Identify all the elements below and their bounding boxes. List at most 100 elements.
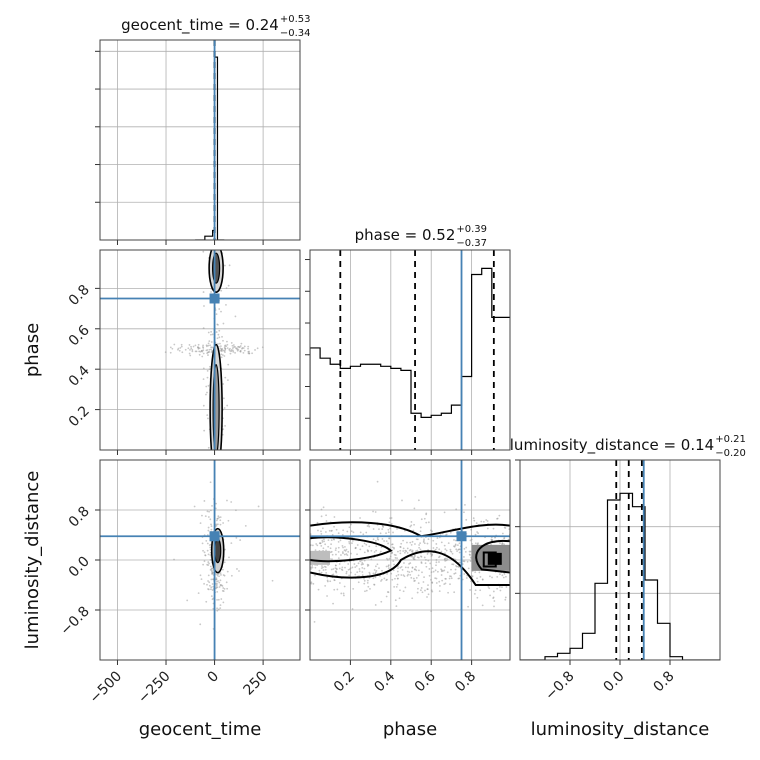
ld-phase-sample-point bbox=[438, 580, 441, 583]
ld-phase-sample-point bbox=[485, 519, 488, 521]
phase-geocent-sample-point bbox=[242, 347, 245, 350]
ld-geocent-sample-point bbox=[186, 599, 189, 602]
ld-phase-sample-point bbox=[409, 541, 412, 544]
ld-phase-sample-point bbox=[357, 562, 360, 565]
ld-phase-sample-point bbox=[458, 551, 461, 554]
ld-geocent-sample-point bbox=[221, 585, 224, 587]
ld-phase-sample-point bbox=[380, 600, 383, 603]
ld-geocent-sample-point bbox=[216, 517, 219, 520]
ld-phase-sample-point bbox=[325, 520, 328, 522]
phase-geocent-sample-point bbox=[240, 342, 243, 345]
ld-phase-sample-point bbox=[499, 542, 501, 544]
ld-phase-sample-point bbox=[391, 578, 394, 581]
ld-phase-sample-point bbox=[402, 550, 405, 552]
ld-geocent-sample-point bbox=[226, 499, 228, 502]
ld-phase-sample-point bbox=[331, 529, 333, 532]
ld-phase-sample-point bbox=[411, 597, 414, 600]
ld-phase-sample-point bbox=[432, 570, 435, 573]
ld-phase-sample-point bbox=[310, 581, 313, 584]
phase-1d-title-sub: −0.37 bbox=[456, 238, 487, 249]
ld-phase-sample-point bbox=[477, 542, 479, 545]
ld-phase-sample-point bbox=[408, 563, 410, 565]
ld-phase-sample-point bbox=[374, 511, 377, 513]
ld-phase-sample-point bbox=[427, 521, 430, 524]
ld-phase-sample-point bbox=[353, 563, 356, 565]
ld-phase-sample-point bbox=[363, 582, 366, 585]
ld-geocent-sample-point bbox=[222, 587, 225, 589]
ld-phase-sample-point bbox=[446, 571, 449, 574]
ld-phase-sample-point bbox=[375, 549, 378, 552]
ld-phase-sample-point bbox=[499, 573, 501, 576]
ld-geocent-sample-point bbox=[193, 505, 196, 508]
ld-phase-sample-point bbox=[331, 558, 333, 561]
ld-phase-sample-point bbox=[368, 571, 371, 574]
ld-phase-sample-point bbox=[356, 553, 358, 556]
ld-phase-sample-point bbox=[438, 590, 441, 593]
ld-phase-sample-point bbox=[424, 562, 427, 565]
ld-phase-sample-point bbox=[330, 550, 333, 553]
ld-phase-sample-point bbox=[435, 582, 438, 584]
ld-phase-contour-core bbox=[482, 551, 497, 568]
ld-geocent-sample-point bbox=[210, 509, 212, 512]
ld-phase-sample-point bbox=[324, 543, 327, 546]
ld-phase-sample-point bbox=[390, 572, 393, 575]
ld-geocent-sample-point bbox=[215, 524, 218, 527]
x-axis-label-luminosity: luminosity_distance bbox=[531, 719, 710, 740]
ld-phase-sample-point bbox=[379, 550, 382, 553]
ld-phase-sample-point bbox=[427, 593, 430, 596]
ld-phase-sample-point bbox=[386, 578, 388, 581]
ld-phase-sample-point bbox=[372, 572, 375, 575]
ld-phase-xtick-label-3: 0.8 bbox=[452, 668, 479, 695]
ld-phase-sample-point bbox=[438, 556, 440, 559]
phase-geocent-sample-point bbox=[224, 424, 226, 427]
ld-phase-sample-point bbox=[440, 550, 443, 553]
phase-geocent-sample-point bbox=[251, 352, 254, 355]
ld-phase-sample-point bbox=[385, 565, 388, 568]
ld-geocent-sample-point bbox=[202, 549, 204, 552]
phase-geocent-sample-point bbox=[207, 342, 210, 345]
ld-phase-sample-point bbox=[311, 544, 314, 547]
ld-phase-sample-point bbox=[343, 594, 345, 597]
ld-geocent-sample-point bbox=[210, 595, 213, 597]
ld-geocent-sample-point bbox=[205, 600, 208, 603]
ld-phase-sample-point bbox=[430, 610, 433, 613]
ld-phase-sample-point bbox=[369, 587, 371, 590]
ld-phase-sample-point bbox=[361, 545, 364, 548]
ld-phase-sample-point bbox=[320, 532, 323, 535]
ld-phase-sample-point bbox=[469, 589, 471, 591]
ld-phase-sample-point bbox=[401, 499, 403, 502]
ld-geocent-sample-point bbox=[218, 586, 221, 588]
phase-geocent-sample-point bbox=[194, 344, 197, 347]
ld-phase-sample-point bbox=[453, 591, 456, 594]
phase-geocent-sample-point bbox=[223, 264, 226, 267]
phase-geocent-sample-point bbox=[221, 335, 223, 338]
phase-geocent-sample-point bbox=[237, 348, 240, 351]
ld-phase-sample-point bbox=[366, 579, 369, 582]
ld-geocent-sample-point bbox=[211, 504, 213, 507]
ld-phase-sample-point bbox=[331, 553, 334, 556]
ld-phase-sample-point bbox=[359, 548, 362, 551]
ld-phase-sample-point bbox=[471, 575, 474, 578]
ld-phase-sample-point bbox=[441, 579, 444, 582]
ld-geocent-sample-point bbox=[209, 565, 212, 568]
ld-geocent-sample-point bbox=[235, 537, 238, 539]
ld-phase-sample-point bbox=[423, 556, 426, 559]
ld-geocent-sample-point bbox=[211, 570, 213, 573]
ld-phase-sample-point bbox=[503, 536, 506, 539]
ld-geocent-sample-point bbox=[219, 579, 222, 582]
geocent-1d-title-sup: +0.53 bbox=[280, 14, 311, 25]
phase-geocent-sample-point bbox=[197, 343, 200, 346]
ld-geocent-sample-point bbox=[217, 580, 219, 582]
ld-phase-sample-point bbox=[324, 531, 327, 533]
ld-phase-sample-point bbox=[480, 520, 483, 523]
ld-phase-sample-point bbox=[406, 547, 409, 550]
ld-1d-xtick-label-2: 0.8 bbox=[651, 668, 678, 695]
ld-geocent-sample-point bbox=[216, 598, 218, 601]
ld-geocent-xtick-label-0: −500 bbox=[87, 668, 126, 707]
ld-phase-sample-point bbox=[481, 604, 484, 607]
phase-geocent-sample-point bbox=[218, 308, 221, 310]
ld-phase-sample-point bbox=[385, 532, 387, 535]
ld-phase-sample-point bbox=[429, 562, 432, 565]
ld-phase-sample-point bbox=[360, 559, 363, 562]
ld-geocent-sample-point bbox=[212, 585, 215, 588]
